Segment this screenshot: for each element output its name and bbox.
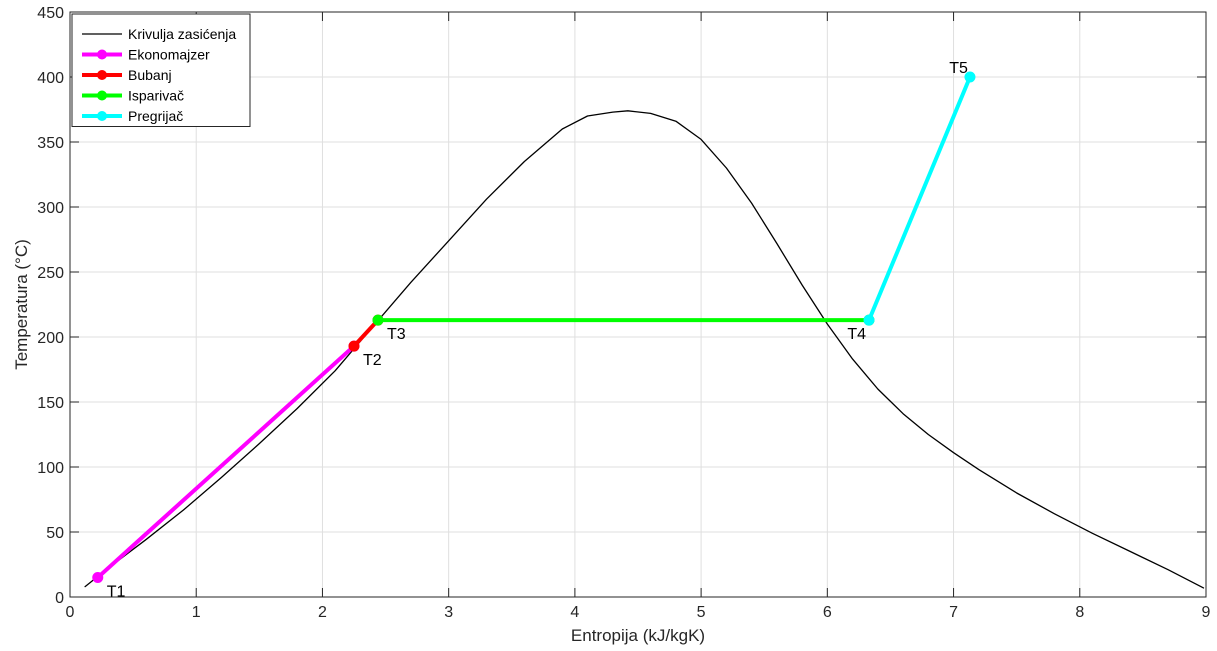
series-line-0 [84,110,1205,589]
series-marker-1 [92,572,104,583]
point-label-t4: T4 [847,326,866,343]
plot-area [70,12,1206,597]
series-marker-3 [372,314,384,326]
x-tick-label: 3 [444,604,453,621]
y-tick-label: 50 [46,525,64,542]
x-tick-label: 0 [66,604,75,621]
y-tick-label: 450 [37,5,64,22]
y-tick-label: 100 [37,460,64,477]
y-tick-label: 400 [37,70,64,87]
legend-entry-2: Bubanj [128,67,172,83]
point-label-t5: T5 [949,60,968,77]
axes-box [69,11,1207,598]
x-tick-label: 6 [823,604,832,621]
y-tick-label: 0 [55,590,64,607]
legend-entry-3: Isparivač [128,88,184,104]
series-line-2 [352,318,380,349]
y-tick-label: 350 [37,135,64,152]
legend-entry-4: Pregrijač [128,108,183,124]
series-marker-2 [348,340,360,352]
legend-marker-3 [97,90,107,101]
y-axis-label: Temperatura (°C) [12,239,31,370]
series-layer [84,71,1205,589]
x-tick-label: 8 [1075,604,1084,621]
point-labels: T1 T2 T3 T4 T5 [107,60,968,601]
point-label-t3: T3 [387,326,406,343]
legend-marker-4 [97,111,107,121]
x-tick-label: 5 [697,604,706,621]
point-label-t1: T1 [107,584,126,601]
series-marker-4 [863,314,875,326]
x-tick-label: 4 [570,604,579,621]
legend-marker-2 [97,70,107,80]
y-tick-label: 300 [37,200,64,217]
x-axis-label: Entropija (kJ/kgK) [571,626,705,645]
series-marker-4 [964,71,976,83]
y-tick-label: 250 [37,265,64,282]
legend-entry-1: Ekonomajzer [128,47,210,63]
x-tick-label: 2 [318,604,327,621]
y-tick-label: 150 [37,395,64,412]
legend-marker-1 [97,49,107,60]
y-tick-label: 200 [37,330,64,347]
x-tick-label: 9 [1202,604,1211,621]
point-label-t2: T2 [363,352,382,369]
x-tick-label: 1 [192,604,201,621]
series-line-4 [867,75,972,323]
legend-entry-0: Krivulja zasićenja [128,26,236,42]
legend: Krivulja zasićenja Ekonomajzer Bubanj Ispar… [71,13,251,127]
axes: 0 1 2 3 4 5 6 7 8 9 0 50 100 150 200 250 300 350 400 450 [37,5,1210,621]
series-line-1 [95,344,356,580]
x-tick-label: 7 [949,604,958,621]
